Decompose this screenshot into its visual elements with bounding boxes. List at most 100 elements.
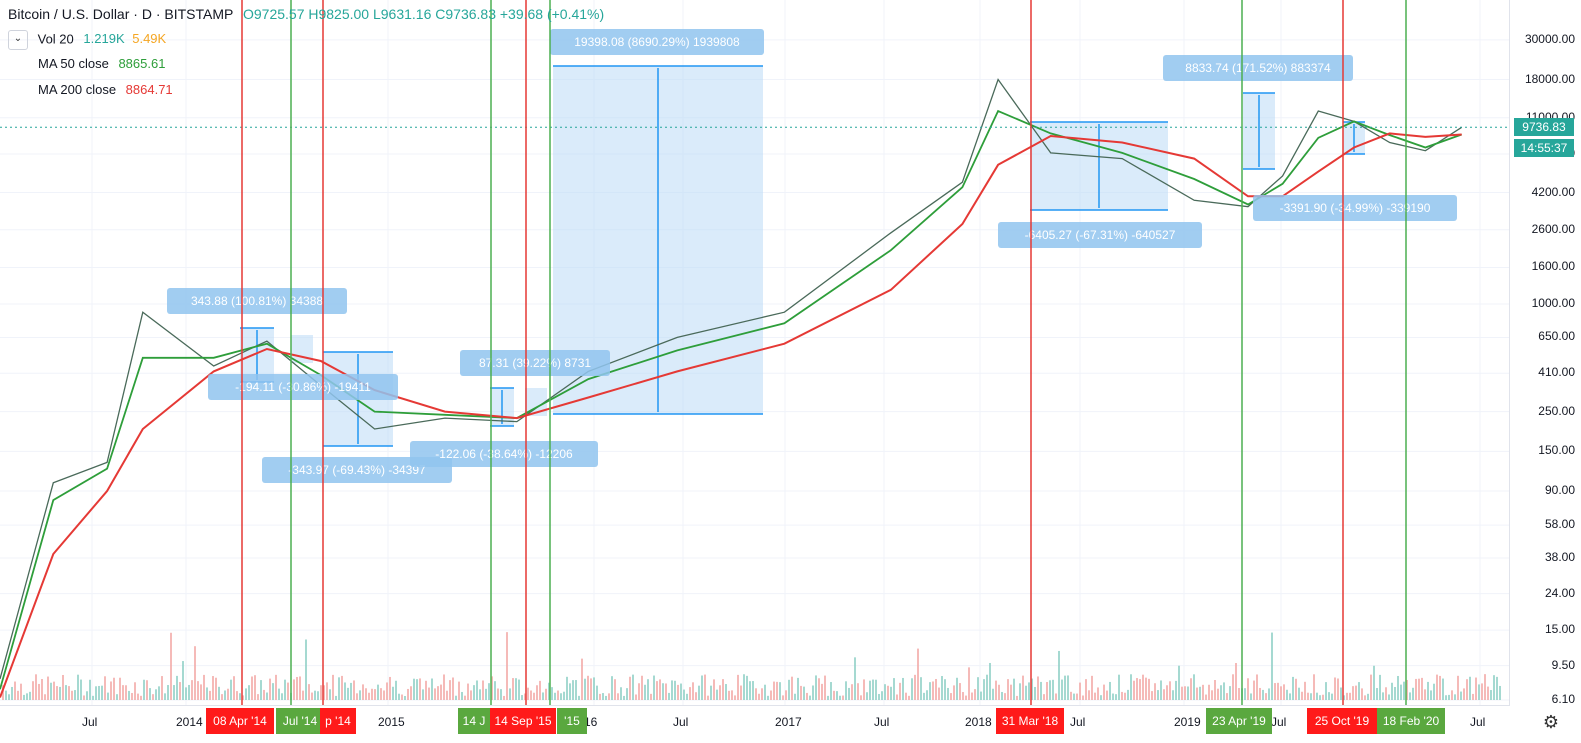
volume-bar — [131, 692, 133, 700]
volume-bar — [893, 678, 895, 700]
volume-bar — [1151, 691, 1153, 700]
volume-bar — [1328, 692, 1330, 700]
volume-bar — [143, 679, 145, 700]
volume-bar — [545, 688, 547, 700]
volume-bar — [1475, 677, 1477, 700]
volume-bar — [11, 686, 13, 700]
measure-box — [525, 388, 547, 416]
volume-bar — [527, 687, 529, 700]
volume-bar — [770, 690, 772, 700]
volume-bar — [1073, 693, 1075, 700]
volume-bar — [479, 689, 481, 700]
volume-bar — [629, 676, 631, 700]
volume-bar — [560, 693, 562, 700]
volume-bar — [1493, 675, 1495, 700]
volume-bar — [872, 679, 874, 700]
volume-bar — [638, 683, 640, 700]
volume-bar — [929, 682, 931, 700]
price-axis[interactable]: 30000.0018000.0011000.006900.004200.0026… — [1509, 0, 1581, 706]
volume-bar — [83, 695, 85, 700]
time-axis[interactable]: Jul 2014 2015 16 Jul 2017 Jul 2018 Jul 2019 Jul Jul… — [0, 705, 1510, 743]
volume-bar — [677, 684, 679, 700]
volume-bar — [1202, 684, 1204, 700]
volume-bar — [554, 692, 556, 700]
volume-bar — [38, 683, 40, 700]
volume-bar — [947, 687, 949, 700]
volume-bar — [371, 688, 373, 700]
marker-date-tag[interactable]: 08 Apr '14 — [206, 708, 274, 734]
volume-bar — [347, 687, 349, 700]
volume-bar — [641, 675, 643, 700]
measure-label-bg — [208, 374, 398, 400]
volume-bar — [1187, 686, 1189, 700]
volume-bar — [1370, 674, 1372, 700]
marker-date-tag[interactable]: Jul '14 — [276, 708, 324, 734]
volume-bar — [764, 684, 766, 700]
volume-bar — [977, 677, 979, 700]
volume-bar — [899, 682, 901, 700]
volume-bar — [512, 678, 514, 700]
volume-bar — [1181, 686, 1183, 700]
marker-date-tag[interactable]: 25 Oct '19 — [1307, 708, 1377, 734]
volume-bar — [419, 678, 421, 700]
volume-bar — [251, 676, 253, 700]
volume-bar — [635, 694, 637, 700]
volume-bar — [461, 691, 463, 700]
marker-date-tag[interactable]: p '14 — [320, 708, 356, 734]
volume-bar — [1046, 681, 1048, 700]
volume-bar — [401, 694, 403, 700]
volume-bar — [806, 692, 808, 700]
time-tick-label: 16 — [584, 715, 598, 729]
volume-bar — [449, 680, 451, 700]
volume-bar — [1262, 689, 1264, 700]
volume-bar — [311, 692, 313, 700]
price-chart[interactable]: 343.88 (100.81%) 34388 -194.11 (-30.86%) … — [0, 0, 1510, 705]
volume-bar — [1331, 693, 1333, 700]
volume-bar — [485, 688, 487, 700]
volume-bar — [188, 684, 190, 700]
price-tick-label: 24.00 — [1544, 585, 1575, 600]
measure-label: 19398.08 (8690.29%) 1939808 — [574, 35, 740, 49]
volume-bar — [1397, 675, 1399, 700]
volume-bar — [743, 674, 745, 700]
symbol-header: Bitcoin / U.S. Dollar · D · BITSTAMP O97… — [8, 6, 604, 22]
volume-bar — [2, 685, 4, 700]
volume-bar — [35, 674, 37, 700]
volume-bar — [803, 686, 805, 700]
legend-value: 1.219K — [83, 31, 125, 47]
volume-bar — [221, 694, 223, 700]
volume-bar — [1460, 691, 1462, 700]
marker-date-tag[interactable]: 18 Feb '20 — [1377, 708, 1445, 734]
volume-bar — [779, 682, 781, 700]
collapse-toggle-button[interactable]: ⌄ — [8, 30, 28, 50]
marker-date-tag[interactable]: '15 — [557, 708, 587, 734]
price-tick-label: 250.00 — [1538, 403, 1575, 418]
volume-bar — [869, 680, 871, 700]
volume-bar — [1472, 693, 1474, 700]
volume-bar — [1139, 679, 1141, 700]
price-tick-label: 1600.00 — [1531, 259, 1575, 274]
marker-date-tag[interactable]: 23 Apr '19 — [1206, 708, 1272, 734]
marker-date-tag[interactable]: 14 J — [458, 708, 490, 734]
volume-bar — [1457, 675, 1459, 700]
volume-bar — [773, 681, 775, 700]
volume-bar — [839, 695, 841, 700]
volume-bar — [524, 693, 526, 700]
volume-bar — [266, 692, 268, 700]
volume-bar — [1454, 694, 1456, 700]
volume-bar — [992, 688, 994, 700]
volume-bar — [1373, 665, 1375, 700]
volume-bar — [1037, 676, 1039, 700]
volume-bar — [1337, 678, 1339, 700]
marker-date-tag[interactable]: 14 Sep '15 — [490, 708, 556, 734]
volume-bar — [1103, 684, 1105, 700]
volume-bar — [1256, 674, 1258, 700]
time-tick-label: Jul — [1271, 715, 1287, 729]
volume-bar — [761, 688, 763, 700]
gear-icon[interactable]: ⚙ — [1542, 712, 1559, 732]
volume-bar — [1004, 693, 1006, 700]
marker-date-tag[interactable]: 31 Mar '18 — [996, 708, 1064, 734]
volume-bar — [653, 675, 655, 700]
volume-bar — [1019, 683, 1021, 700]
volume-bar — [848, 687, 850, 700]
